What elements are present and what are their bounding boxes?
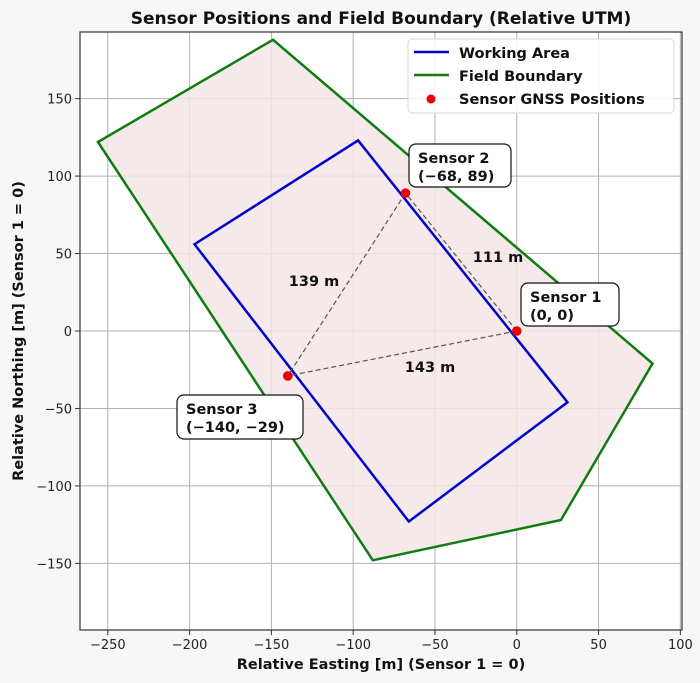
x-tick-label: −250	[90, 638, 126, 653]
x-tick-label: −150	[254, 638, 290, 653]
field-boundary-line	[96, 38, 655, 562]
x-tick-label: −100	[335, 638, 371, 653]
x-axis-label: Relative Easting [m] (Sensor 1 = 0)	[237, 657, 525, 673]
sensor-point	[400, 188, 411, 198]
x-tick-label: 0	[513, 638, 521, 653]
y-axis-ticks: −150 −100 −50 0 50 100 150	[36, 93, 80, 572]
annotation-sensor-name: Sensor 1	[530, 290, 601, 306]
polygons	[96, 38, 655, 562]
sensor-annotation: Sensor 3 (−140, −29)	[176, 394, 304, 440]
y-tick-label: −150	[36, 557, 72, 572]
annotation-coords: (0, 0)	[530, 308, 574, 324]
annotation-coords: (−140, −29)	[186, 420, 285, 436]
legend-label-field-boundary: Field Boundary	[459, 69, 583, 85]
distance-label: 139 m	[289, 274, 339, 290]
annotation-coords: (−68, 89)	[418, 169, 494, 185]
x-tick-label: 100	[668, 638, 693, 653]
distance-label: 111 m	[473, 250, 523, 266]
y-tick-label: −100	[36, 480, 72, 495]
annotation-sensor-name: Sensor 2	[418, 151, 489, 167]
annotations: Sensor 1 (0, 0) Sensor 2 (−68, 89) Sensor 3 (…	[176, 143, 620, 440]
y-tick-label: 150	[47, 93, 72, 108]
sensor-point	[511, 326, 522, 336]
y-tick-label: 100	[47, 170, 72, 185]
legend-box	[407, 38, 675, 114]
annotation-box	[176, 394, 304, 440]
distance-line	[405, 192, 518, 332]
chart-title: Sensor Positions and Field Boundary (Rel…	[131, 9, 632, 29]
distance-line	[287, 330, 517, 377]
distance-lines: 111 m 139 m 143 m	[287, 192, 523, 377]
y-tick-label: −50	[45, 402, 72, 417]
annotation-box	[520, 282, 620, 327]
sensor-point	[282, 371, 293, 381]
working-area-line	[192, 138, 570, 524]
x-tick-label: 50	[590, 638, 607, 653]
y-axis-label: Relative Northing [m] (Sensor 1 = 0)	[11, 181, 27, 481]
x-axis-ticks: −250 −200 −150 −100 −50 0 50 100	[90, 630, 693, 653]
distance-label: 143 m	[405, 360, 455, 376]
y-tick-label: 50	[55, 248, 72, 263]
legend-marker-sensor	[426, 94, 436, 104]
legend: Working Area Field Boundary Sensor GNSS …	[407, 38, 675, 114]
field-boundary-fill	[97, 39, 653, 561]
legend-label-working-area: Working Area	[459, 46, 570, 62]
sensor-annotation: Sensor 1 (0, 0)	[520, 282, 620, 327]
annotation-box	[408, 143, 512, 188]
sensor-annotation: Sensor 2 (−68, 89)	[408, 143, 512, 188]
x-tick-label: −50	[421, 638, 448, 653]
y-tick-label: 0	[64, 325, 72, 340]
annotation-sensor-name: Sensor 3	[186, 402, 257, 418]
legend-label-sensor: Sensor GNSS Positions	[459, 92, 645, 108]
distance-line	[287, 192, 407, 377]
x-tick-label: −200	[172, 638, 208, 653]
sensor-points	[282, 188, 522, 381]
